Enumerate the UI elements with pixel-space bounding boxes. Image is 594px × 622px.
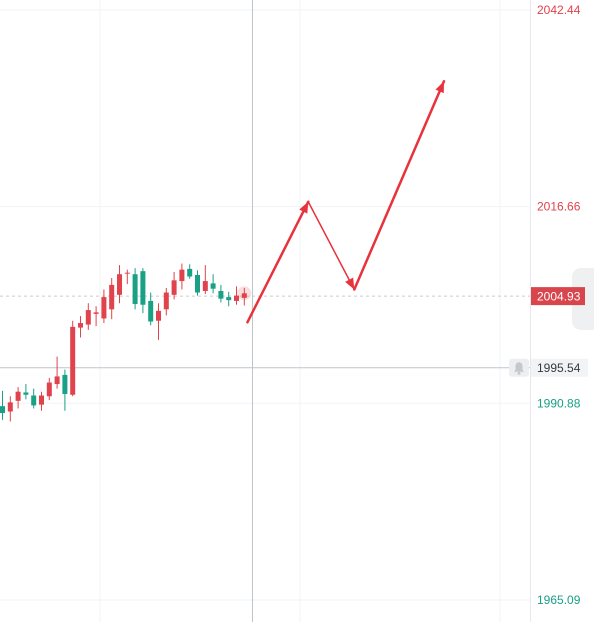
candle xyxy=(23,384,29,400)
arrow-head[interactable] xyxy=(299,201,309,214)
candle xyxy=(109,278,115,320)
candle-body xyxy=(78,323,83,328)
candle xyxy=(156,303,161,340)
candle-body xyxy=(156,310,161,321)
candle-body xyxy=(46,382,52,397)
candle-body xyxy=(148,300,154,322)
candle xyxy=(62,369,68,411)
candle xyxy=(202,265,208,295)
candle xyxy=(0,390,5,420)
candle-body xyxy=(31,395,37,406)
candle xyxy=(218,284,224,303)
candle xyxy=(226,291,232,307)
arrow-shaft[interactable] xyxy=(353,79,446,291)
current-price-tag xyxy=(531,287,585,306)
y-tick-label: 1990.88 xyxy=(537,396,581,410)
candle xyxy=(31,388,37,409)
arrow-shaft[interactable] xyxy=(307,201,356,291)
candle xyxy=(132,268,138,310)
live-price-glow xyxy=(237,286,252,301)
candle-body xyxy=(70,326,76,395)
candle-body xyxy=(62,374,68,394)
candle xyxy=(117,265,122,304)
candle-body xyxy=(187,268,193,277)
arrow-segment[interactable] xyxy=(307,201,356,291)
crosshair-price-tag xyxy=(531,358,588,377)
arrow-segment[interactable] xyxy=(353,79,446,291)
candle xyxy=(46,377,52,401)
candle-body xyxy=(101,297,107,319)
candle-body xyxy=(226,297,232,301)
candle-body xyxy=(109,284,115,310)
candle-body xyxy=(202,281,208,292)
candle xyxy=(179,263,185,290)
candle xyxy=(171,271,177,300)
candle xyxy=(54,356,60,389)
candle xyxy=(70,320,76,397)
candle-body xyxy=(124,272,130,274)
candle xyxy=(124,269,130,285)
zigzag-arrow-annotation[interactable] xyxy=(246,79,446,324)
candle-body xyxy=(179,269,185,282)
arrow-shaft[interactable] xyxy=(246,200,310,324)
y-tick-label: 1965.09 xyxy=(537,593,581,607)
candle-body xyxy=(117,274,122,295)
candle xyxy=(140,268,146,314)
crosshair-price-label: 1995.54 xyxy=(537,361,581,375)
candles xyxy=(0,263,252,422)
candle xyxy=(187,264,193,279)
candle-body xyxy=(163,292,169,310)
candle-body xyxy=(15,391,21,401)
grid xyxy=(0,0,530,622)
candle-body xyxy=(85,310,91,325)
candle xyxy=(234,286,239,305)
candle xyxy=(241,287,247,306)
candle-body xyxy=(39,395,44,405)
candle xyxy=(7,396,13,422)
candle xyxy=(39,391,44,411)
candle-body xyxy=(0,406,5,414)
candle-body xyxy=(171,280,177,295)
candle xyxy=(163,287,169,316)
y-tick-label: 2042.44 xyxy=(537,3,581,17)
candle xyxy=(78,316,83,338)
candle-body xyxy=(132,274,138,304)
candle-body xyxy=(241,293,247,298)
candle xyxy=(195,270,200,296)
candle-body xyxy=(140,271,146,305)
candle-body xyxy=(234,295,239,301)
current-price-label: 2004.93 xyxy=(537,290,581,304)
bell-icon[interactable] xyxy=(509,358,529,377)
candle xyxy=(93,306,99,327)
candle xyxy=(15,387,21,409)
arrow-head[interactable] xyxy=(345,277,355,290)
candle xyxy=(85,303,91,330)
candle-body xyxy=(93,312,99,314)
candle-body xyxy=(23,392,29,395)
price-axis[interactable]: 2042.44 2016.66 1990.88 1965.09 1995.54 2004.… xyxy=(509,0,594,622)
arrow-segment[interactable] xyxy=(246,200,310,324)
candle-body xyxy=(218,291,224,299)
bell-icon-shape[interactable] xyxy=(514,362,524,372)
crosshair xyxy=(0,0,530,622)
candle-body xyxy=(7,402,13,412)
candle xyxy=(210,274,216,294)
arrow-head[interactable] xyxy=(435,81,444,94)
candle-body xyxy=(54,376,60,385)
candle xyxy=(148,292,154,326)
bell-icon-clapper[interactable] xyxy=(517,371,521,375)
candle-body xyxy=(195,274,200,293)
y-tick-label: 2016.66 xyxy=(537,200,581,214)
candle-body xyxy=(210,283,216,289)
candle xyxy=(101,289,107,324)
